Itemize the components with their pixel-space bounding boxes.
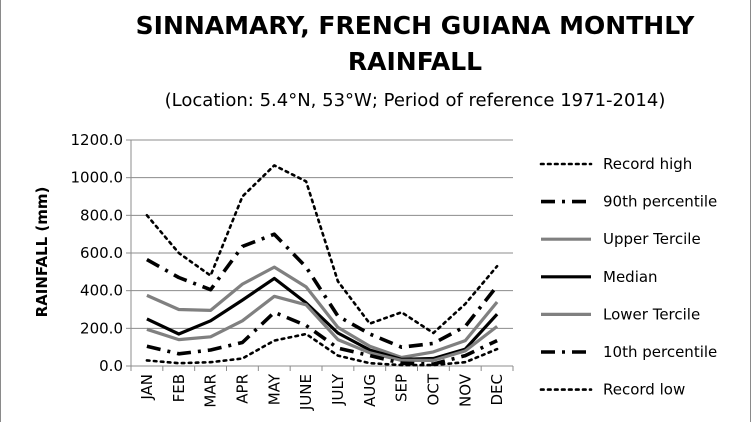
legend-label: Median [603,268,658,286]
series-line-10th-percentile [146,310,498,366]
y-tick-label: 0.0 [99,357,123,375]
x-tick-label: NOV [456,373,474,407]
chart-title-line-2: RAINFALL [348,47,482,76]
legend-label: 10th percentile [603,343,717,361]
x-tick-label: AUG [361,374,379,407]
series-line-record-high [145,164,499,335]
series-lines [145,164,499,367]
legend-label: Upper Tercile [603,230,701,248]
x-tick-label: MAR [202,374,220,408]
x-tick-label: FEB [170,374,188,402]
x-tick-label: JULY [329,373,347,406]
series-line-90th-percentile [146,232,499,350]
series-line-upper-tercile [146,265,499,360]
legend-label: Lower Tercile [603,305,700,323]
x-tick-label: JUNE [297,374,315,411]
y-axis-label: RAINFALL (mm) [33,187,51,318]
chart-subtitle: (Location: 5.4°N, 53°W; Period of refere… [165,90,666,111]
y-tick-label: 800.0 [80,206,123,224]
x-tick-label: SEP [393,374,411,402]
legend-label: Record high [603,155,692,173]
x-tick-label: JAN [138,374,156,401]
chart-title-line-1: SINNAMARY, FRENCH GUIANA MONTHLY [136,11,696,40]
series-line-lower-tercile [146,294,499,362]
gridlines [131,139,513,329]
y-tick-label: 200.0 [80,319,123,337]
legend-label: Record low [603,381,685,399]
x-tick-label: DEC [488,374,506,406]
legend-label: 90th percentile [603,193,717,211]
y-tick-label: 400.0 [80,282,123,300]
y-tick-label: 1200.0 [71,131,124,149]
x-tick-label: MAY [265,373,283,405]
y-tick-label: 1000.0 [71,169,124,187]
legend: Record high 90th percentile Upper Tercile M… [539,155,717,399]
axes: 0.0 200.0 400.0 600.0 800.0 1000.0 1200.0 JAN FE… [71,131,514,411]
y-tick-label: 600.0 [80,244,123,262]
x-tick-label: APR [233,374,251,404]
series-line-median [146,276,499,361]
x-tick-label: OCT [424,373,442,405]
series-line-record-low [145,332,499,367]
